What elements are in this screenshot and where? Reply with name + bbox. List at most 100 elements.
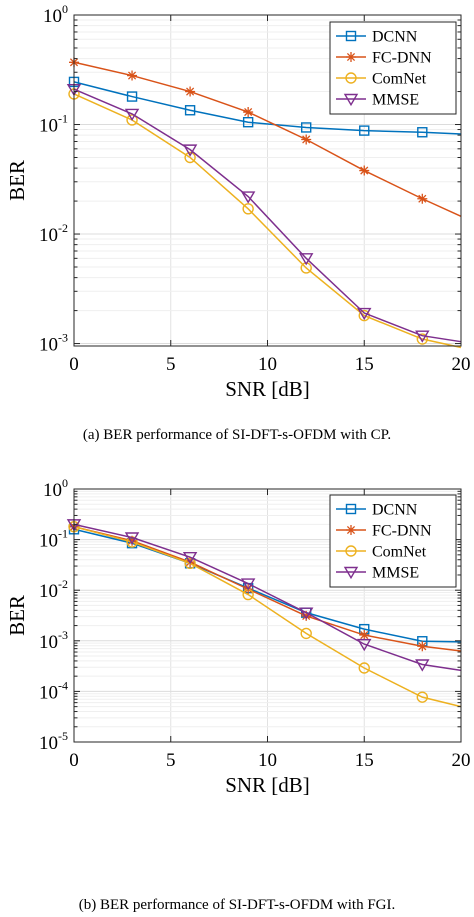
legend-marker bbox=[346, 525, 356, 535]
legend-item-dcnn: DCNN bbox=[336, 29, 418, 46]
y-tick-label: 10-4 bbox=[39, 678, 68, 703]
y-tick-base: 10 bbox=[43, 480, 62, 501]
y-tick-exponent: -3 bbox=[58, 331, 68, 345]
legend-marker bbox=[345, 503, 357, 515]
x-tick-label: 10 bbox=[258, 354, 277, 375]
data-point bbox=[357, 638, 372, 652]
y-tick-exponent: -2 bbox=[58, 577, 68, 591]
data-point bbox=[184, 151, 196, 164]
data-point bbox=[359, 165, 370, 176]
x-tick-label: 15 bbox=[355, 750, 374, 771]
data-point bbox=[301, 134, 312, 145]
data-point bbox=[242, 116, 254, 128]
data-point bbox=[357, 307, 372, 321]
legend-item-comnet: ComNet bbox=[336, 71, 427, 88]
legend-label: MMSE bbox=[372, 565, 419, 582]
y-tick-label: 10-5 bbox=[39, 729, 68, 754]
data-point bbox=[184, 105, 196, 116]
data-point bbox=[415, 330, 430, 343]
data-point bbox=[416, 333, 428, 345]
y-tick-label: 10-2 bbox=[39, 577, 68, 602]
y-tick-base: 10 bbox=[43, 6, 62, 27]
legend-item-mmse: MMSE bbox=[336, 565, 419, 582]
data-point bbox=[298, 607, 314, 620]
x-tick-label: 10 bbox=[258, 750, 277, 771]
y-tick-exponent: 0 bbox=[62, 476, 68, 490]
legend-item-mmse: MMSE bbox=[336, 92, 419, 109]
series-line bbox=[73, 525, 462, 652]
legend-marker bbox=[343, 566, 359, 580]
data-point bbox=[415, 659, 430, 672]
data-point bbox=[417, 641, 428, 652]
series-line bbox=[73, 81, 462, 135]
figure-caption: (b) BER performance of SI-DFT-s-OFDM wit… bbox=[79, 897, 396, 913]
y-tick-base: 10 bbox=[39, 682, 58, 703]
legend-item-dcnn: DCNN bbox=[336, 502, 418, 519]
legend: DCNN FC-DNN ComNet MMSE bbox=[329, 494, 457, 588]
data-point bbox=[358, 662, 370, 674]
y-tick-exponent: -1 bbox=[58, 527, 68, 541]
data-point bbox=[185, 86, 196, 97]
data-point bbox=[240, 578, 256, 591]
series-line bbox=[73, 525, 462, 708]
legend-marker bbox=[343, 93, 359, 107]
data-point bbox=[124, 108, 140, 121]
legend-marker bbox=[345, 30, 357, 42]
x-tick-label: 0 bbox=[69, 354, 79, 375]
y-tick-base: 10 bbox=[39, 116, 58, 137]
legend-label: ComNet bbox=[372, 71, 427, 88]
y-tick-label: 100 bbox=[43, 476, 68, 501]
x-tick-label: 15 bbox=[355, 354, 374, 375]
figure-caption: (a) BER performance of SI-DFT-s-OFDM wit… bbox=[83, 427, 391, 443]
data-point bbox=[240, 191, 256, 204]
y-tick-exponent: -2 bbox=[58, 221, 68, 235]
legend-item-fc-dnn: FC-DNN bbox=[336, 50, 432, 67]
x-tick-label: 5 bbox=[166, 354, 176, 375]
data-point bbox=[298, 253, 314, 266]
data-point bbox=[301, 610, 312, 621]
data-point bbox=[416, 691, 428, 703]
legend: DCNN FC-DNN ComNet MMSE bbox=[329, 21, 457, 115]
data-point bbox=[182, 144, 198, 157]
legend-item-comnet: ComNet bbox=[336, 544, 427, 561]
legend-label: MMSE bbox=[372, 92, 419, 109]
series-line bbox=[73, 523, 462, 672]
data-point bbox=[127, 70, 138, 81]
legend-marker bbox=[345, 545, 357, 557]
data-point bbox=[301, 122, 312, 133]
y-tick-exponent: -5 bbox=[58, 729, 68, 743]
series-comnet bbox=[68, 520, 462, 708]
legend-label: FC-DNN bbox=[372, 50, 432, 67]
x-tick-label: 5 bbox=[166, 750, 176, 771]
data-point bbox=[184, 557, 196, 570]
y-tick-label: 10-1 bbox=[39, 527, 68, 552]
y-tick-label: 100 bbox=[43, 2, 68, 27]
data-point bbox=[417, 193, 428, 204]
y-tick-label: 10-3 bbox=[39, 331, 68, 356]
y-tick-base: 10 bbox=[39, 335, 58, 356]
series-line bbox=[73, 88, 462, 343]
x-tick-label: 20 bbox=[452, 750, 471, 771]
data-point bbox=[126, 114, 138, 126]
x-axis-label: SNR [dB] bbox=[225, 773, 310, 797]
y-tick-base: 10 bbox=[39, 531, 58, 552]
legend-item-fc-dnn: FC-DNN bbox=[336, 523, 432, 540]
y-tick-base: 10 bbox=[39, 733, 58, 754]
data-point bbox=[242, 203, 254, 215]
legend-label: DCNN bbox=[372, 29, 418, 46]
data-point bbox=[182, 551, 198, 565]
data-point bbox=[126, 91, 138, 102]
y-tick-exponent: 0 bbox=[62, 2, 68, 16]
data-point bbox=[300, 627, 312, 640]
y-tick-base: 10 bbox=[39, 581, 58, 602]
x-tick-label: 20 bbox=[452, 354, 471, 375]
y-tick-exponent: -4 bbox=[58, 678, 68, 692]
data-point bbox=[359, 125, 370, 136]
series-line bbox=[73, 93, 462, 349]
data-point bbox=[417, 127, 428, 138]
data-point bbox=[243, 107, 254, 118]
data-point bbox=[124, 532, 140, 545]
